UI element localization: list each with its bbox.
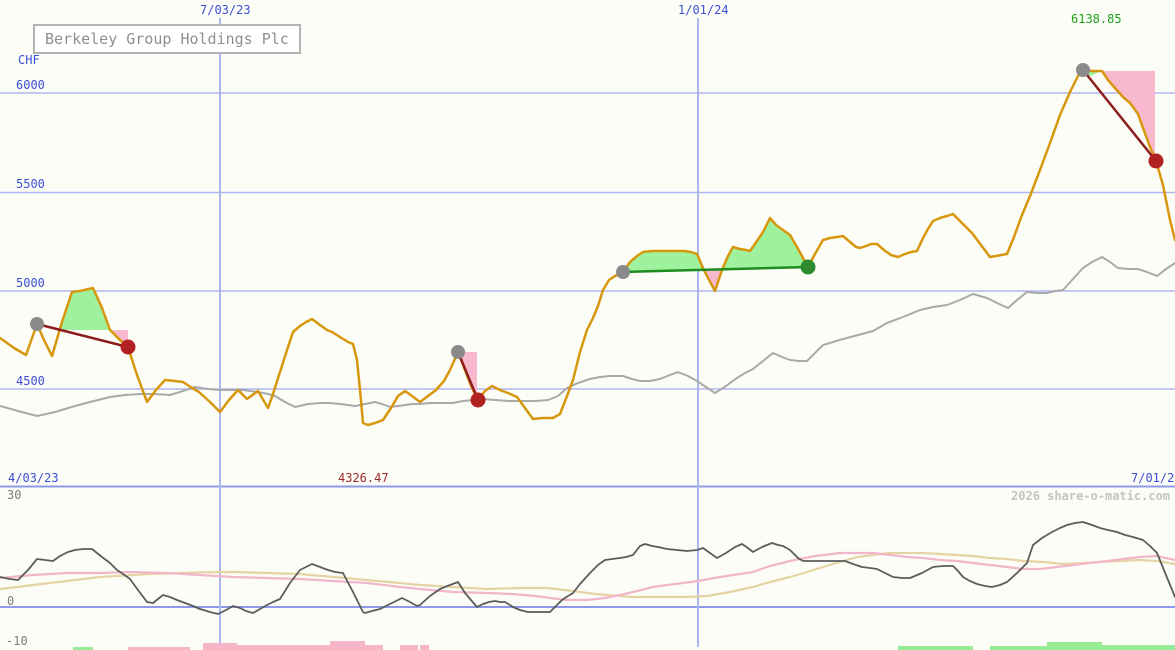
oscillator-line: [0, 521, 1175, 615]
oscillator-tick-minus10: -10: [6, 634, 28, 648]
histogram-bar-11: [1102, 645, 1175, 650]
trend-1-end-dot: [120, 339, 136, 355]
trend-4-start-dot: [1076, 63, 1090, 77]
histogram-bar-0: [73, 647, 93, 650]
trend-3-start-dot: [616, 265, 630, 279]
loss-area-7: [1102, 71, 1155, 160]
ma-line: [0, 256, 1175, 417]
watermark: 2026 share-o-matic.com: [1011, 489, 1170, 503]
y-tick-5000: 5000: [16, 276, 45, 290]
histogram-bar-9: [990, 646, 1047, 650]
x-gridline-date-2: 1/01/24: [678, 3, 729, 17]
histogram-bar-6: [400, 645, 418, 650]
oscillator-tick-30: 30: [7, 488, 22, 502]
histogram-bar-1: [128, 647, 190, 650]
gain-area-5: [721, 218, 808, 270]
histogram-bar-3: [237, 645, 330, 650]
histogram-bar-8: [898, 646, 973, 650]
trend-2-line: [456, 351, 480, 401]
x-range-start-date: 4/03/23: [8, 471, 59, 485]
y-tick-4500: 4500: [16, 374, 45, 388]
histogram-bar-7: [420, 645, 429, 650]
histogram-bar-4: [330, 641, 365, 650]
signal-pink-line: [0, 551, 1175, 602]
chart-title: Berkeley Group Holdings Plc: [33, 24, 301, 54]
trend-2-start-dot: [451, 345, 465, 359]
y-tick-6000: 6000: [16, 78, 45, 92]
reference-low-price-label: 4326.47: [338, 471, 389, 485]
trend-3-line: [622, 265, 809, 274]
signal-tan-line: [0, 551, 1175, 599]
last-price-label: 6138.85: [1071, 12, 1122, 26]
histogram-bar-5: [365, 645, 383, 650]
trend-1-start-dot: [30, 317, 44, 331]
y-tick-5500: 5500: [16, 177, 45, 191]
trend-2-end-dot: [470, 392, 486, 408]
x-gridline-date-1: 7/03/23: [200, 3, 251, 17]
trend-4-line: [1082, 69, 1157, 162]
oscillator-tick-0: 0: [7, 594, 15, 608]
currency-label: CHF: [18, 53, 40, 67]
trend-1-line: [36, 322, 129, 349]
x-range-end-date: 7/01/24: [1131, 471, 1175, 485]
trend-3-end-dot: [800, 259, 816, 275]
price-line: [0, 68, 1175, 427]
histogram-bar-2: [203, 643, 237, 650]
trend-4-end-dot: [1148, 153, 1164, 169]
histogram-bar-10: [1047, 642, 1102, 650]
gain-area-3: [623, 251, 702, 272]
